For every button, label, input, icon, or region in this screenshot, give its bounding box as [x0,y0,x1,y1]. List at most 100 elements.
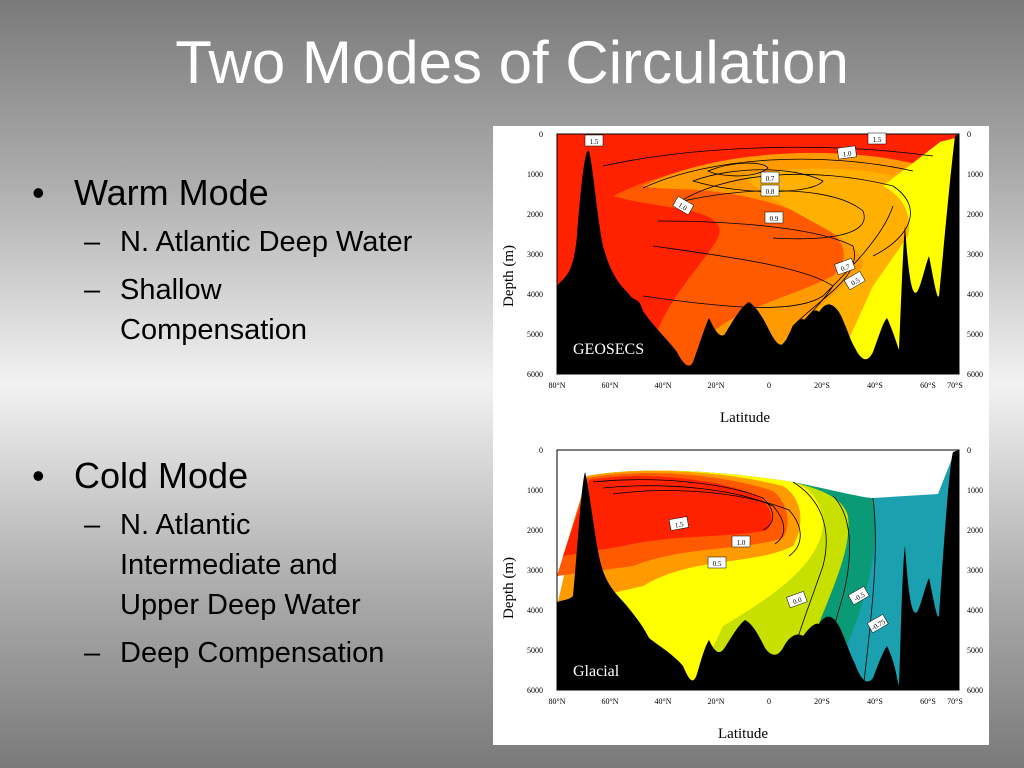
warm-item: – Shallow Compensation [84,270,482,350]
glacial-plot: Glacial [556,449,960,691]
glacial-ylabel: Depth (m) [501,557,517,619]
dash-icon: – [84,637,101,669]
glacial-contour-label-box [707,556,727,569]
glacial-xtick: 20°S [814,697,830,706]
geosecs-xtick: 80°N [549,381,566,390]
geosecs-contour-label: 1.0 [672,195,695,216]
glacial-contour-label: 1.5 [668,516,690,531]
glacial-xtick: 60°N [602,697,619,706]
glacial-ytick-left: 4000 [527,606,543,615]
geosecs-contour-labels: 1.5 1.5 1.0 0.7 0.8 1.0 0.9 0.7 0.5 [584,132,887,291]
geosecs-contour-label: 0.5 [843,270,866,291]
glacial-contour-label-box [847,585,870,606]
glacial-xtick: 60°S [920,697,936,706]
glacial-xtick: 20°N [708,697,725,706]
sections-figure: GEOSECS Glacial [501,130,983,742]
cold-mode-section: • Cold Mode – N. Atlantic Intermediate a… [32,455,482,673]
glacial-topography [557,450,959,690]
glacial-red [563,476,772,556]
cold-item-text: N. Atlantic Intermediate and Upper Deep … [120,509,361,621]
glacial-xtick: 40°N [655,697,672,706]
dash-icon: – [84,509,101,541]
warm-item: – N. Atlantic Deep Water [84,222,482,262]
geosecs-xlabel: Latitude [720,410,770,426]
cold-mode-heading: Cold Mode [74,455,249,496]
geosecs-contour-label-text: 1.0 [842,149,852,158]
geosecs-ytick-right: 3000 [967,250,983,259]
geosecs-xtick: 40°S [867,381,883,390]
geosecs-contour-label-box [843,270,866,291]
glacial-ytick-right: 5000 [967,646,983,655]
geosecs-contour-label-box [764,211,784,224]
geosecs-contour-label: 0.7 [760,171,780,184]
geosecs-topography [557,134,959,374]
geosecs-contour-label-text: 0.8 [766,188,775,196]
glacial-ytick-left: 5000 [527,646,543,655]
geosecs-axes: 0 0 1000 1000 2000 2000 3000 3000 4000 4000 5000 50… [527,130,983,390]
warm-item-text: Shallow Compensation [120,274,307,346]
glacial-frame [556,449,960,691]
geosecs-plot: GEOSECS [556,133,960,375]
warm-mode-bullet: • Warm Mode [32,172,482,214]
glacial-contour-label-box [786,590,808,609]
geosecs-ytick-right: 0 [967,130,971,139]
geosecs-ytick-right: 4000 [967,290,983,299]
geosecs-ytick-left: 5000 [527,330,543,339]
cold-item: – N. Atlantic Intermediate and Upper Dee… [84,505,482,625]
geosecs-contour-label-text: 1.5 [873,136,882,144]
glacial-ytick-left: 6000 [527,686,543,695]
glacial-ytick-left: 0 [539,446,543,455]
geosecs-ytick-left: 4000 [527,290,543,299]
glacial-contour-label-box [866,613,889,634]
glacial-ytick-left: 3000 [527,566,543,575]
glacial-xtick: 40°S [867,697,883,706]
bullet-icon: • [32,172,45,213]
geosecs-ytick-left: 6000 [527,370,543,379]
geosecs-contour-label: 0.9 [764,211,784,224]
figure-panel: GEOSECS Glacial [493,126,989,745]
geosecs-contour-label: 0.8 [760,184,780,197]
dash-icon: – [84,274,101,306]
glacial-contour-label-text: 1.0 [737,539,746,547]
geosecs-xtick: 40°N [655,381,672,390]
geosecs-ylabel: Depth (m) [501,245,517,307]
warm-mode-section: • Warm Mode – N. Atlantic Deep Water – S… [32,172,482,350]
warm-item-text: N. Atlantic Deep Water [120,226,413,258]
geosecs-xtick: 20°N [708,381,725,390]
geosecs-ytick-left: 2000 [527,210,543,219]
glacial-label: Glacial [573,663,620,680]
glacial-contour-labels: 1.51.00.50.0 -0.5-0.75 [668,516,889,634]
glacial-ytick-right: 1000 [967,486,983,495]
glacial-xtick: 0 [767,697,771,706]
warm-mode-heading: Warm Mode [74,172,269,213]
glacial-xtick: 80°N [549,697,566,706]
geosecs-contour-label: 1.0 [836,145,857,160]
geosecs-label: GEOSECS [573,341,644,358]
glacial-ytick-right: 3000 [967,566,983,575]
geosecs-contour-label: 1.5 [867,132,887,145]
geosecs-contour-label-box [584,134,604,147]
geosecs-surface [557,134,959,156]
geosecs-contour-label-text: 0.7 [840,263,851,274]
geosecs-xtick: 60°S [920,381,936,390]
geosecs-contour-label-text: 0.7 [766,175,775,183]
glacial-contour-label-text: 1.5 [674,520,684,529]
geosecs-ytick-right: 6000 [967,370,983,379]
geosecs-xtick: 20°S [814,381,830,390]
glacial-axes: 0 0 1000 1000 2000 2000 3000 3000 4000 4000 5000 50… [527,446,983,706]
geosecs-ytick-left: 3000 [527,250,543,259]
glacial-contour-label-box [731,535,751,548]
glacial-contour-label-text: 0.0 [792,596,803,607]
geosecs-contour-label-box [672,195,695,216]
glacial-contour-label-text: 0.5 [713,560,722,568]
glacial-xtick: 70°S [947,697,963,706]
geosecs-contour-label: 0.7 [834,257,856,276]
geosecs-xtick: 70°S [947,381,963,390]
geosecs-xtick: 0 [767,381,771,390]
geosecs-contour-label-box [834,257,856,276]
geosecs-xtick: 60°N [602,381,619,390]
glacial-contour-label-box [668,516,690,531]
glacial-ytick-right: 6000 [967,686,983,695]
cold-mode-bullet: • Cold Mode [32,455,482,497]
geosecs-ytick-right: 1000 [967,170,983,179]
